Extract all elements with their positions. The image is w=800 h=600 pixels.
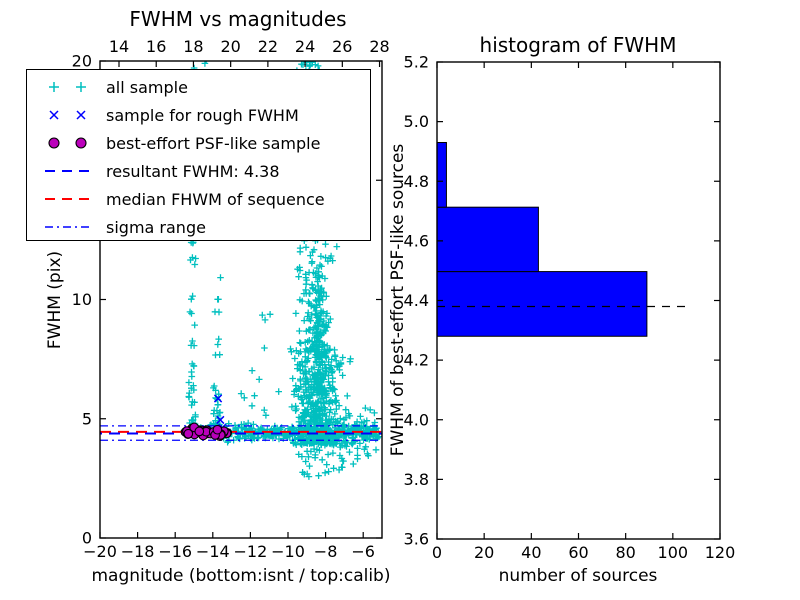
legend-item-label: resultant FWHM: 4.38	[106, 161, 280, 181]
top-x-tick-label: 16	[146, 37, 166, 56]
y-tick-label: 3.6	[404, 530, 429, 549]
y-tick-label: 4.0	[404, 410, 429, 429]
right-plot-ylabel: FWHM of best-effort PSF-like sources	[388, 144, 408, 457]
top-x-tick-label: 26	[332, 37, 352, 56]
legend-item-label: sample for rough FWHM	[106, 105, 299, 125]
x-tick-label: 60	[568, 543, 588, 562]
y-tick-label: 5.0	[404, 112, 429, 131]
left-plot-ylabel: FWHM (pix)	[45, 251, 65, 349]
x-tick-label: 40	[521, 543, 541, 562]
legend: all sample sample for rough FWHM best-effo…	[26, 69, 371, 241]
scatter-area	[100, 61, 382, 480]
x-tick-label: 20	[474, 543, 494, 562]
legend-dashed-marker-icon	[45, 170, 91, 172]
psf-sample-point	[183, 428, 194, 439]
top-x-tick-label: 18	[183, 37, 203, 56]
y-tick-label: 4.8	[404, 172, 429, 191]
y-tick-label: 5	[82, 409, 92, 428]
top-x-tick-label: 22	[258, 37, 278, 56]
x-tick-label: 0	[432, 543, 442, 562]
psf-sample-point	[194, 426, 205, 437]
left-plot-title: FWHM vs magnitudes	[129, 7, 346, 31]
y-tick-label: 0	[82, 529, 92, 548]
left-plot-xlabel: magnitude (bottom:isnt / top:calib)	[92, 566, 391, 586]
x-tick-label: −18	[121, 542, 155, 561]
legend-item-label: median FHWM of sequence	[106, 189, 325, 209]
legend-dashed-marker-icon	[45, 198, 91, 200]
histogram-bar	[437, 271, 648, 337]
legend-circle-marker-icon	[48, 137, 87, 149]
legend-dashdot-marker-icon	[45, 226, 91, 228]
legend-item-label: sigma range	[106, 217, 206, 237]
psf-sample-point	[212, 424, 223, 435]
y-tick-label: 5.2	[404, 53, 429, 72]
right-plot-title: histogram of FWHM	[480, 33, 677, 57]
legend-x-marker-icon	[49, 110, 86, 120]
right-plot-xlabel: number of sources	[499, 566, 658, 586]
x-tick-label: −10	[271, 542, 305, 561]
x-tick-label: −8	[314, 542, 338, 561]
x-tick-label: 120	[705, 543, 736, 562]
top-x-tick-label: 24	[295, 37, 315, 56]
left-plot-ticks: −20 −18 −16 −14 −12 −10 −8 −6 14 16 18 20 22 24 26 28 0 5…	[72, 37, 390, 561]
histogram-bar	[437, 141, 447, 208]
legend-item: sigma range	[27, 213, 370, 241]
left-plot: −20 −18 −16 −14 −12 −10 −8 −6 14 16 18 20 22 24 26 28 0 5…	[72, 37, 390, 561]
y-tick-label: 4.4	[404, 291, 429, 310]
top-x-tick-label: 20	[220, 37, 240, 56]
legend-item: resultant FWHM: 4.38	[27, 157, 370, 185]
top-x-tick-label: 28	[369, 37, 389, 56]
y-tick-label: 4.2	[404, 351, 429, 370]
x-tick-label: −12	[234, 542, 268, 561]
right-plot-ticks: 0 20 40 60 80 100 120 3.6 3.8 4.0 4.2 4.4 4.6 4.8 5.0 5…	[404, 53, 736, 563]
y-tick-label: 4.6	[404, 231, 429, 250]
scatter-psf-like-sample	[180, 422, 233, 442]
x-tick-label: −16	[158, 542, 192, 561]
x-tick-label: −20	[83, 542, 117, 561]
y-tick-label: 10	[72, 290, 92, 309]
legend-item: all sample	[27, 73, 370, 101]
y-tick-label: 3.8	[404, 470, 429, 489]
x-tick-label: 80	[615, 543, 635, 562]
legend-item: sample for rough FWHM	[27, 101, 370, 129]
top-x-tick-label: 14	[109, 37, 129, 56]
histogram-bars	[437, 141, 690, 337]
x-tick-label: −6	[351, 542, 375, 561]
y-tick-label: 20	[72, 52, 92, 71]
x-tick-label: 100	[658, 543, 689, 562]
histogram-bar	[437, 206, 539, 273]
legend-item: best-effort PSF-like sample	[27, 129, 370, 157]
legend-item-label: best-effort PSF-like sample	[106, 133, 321, 153]
legend-item: median FHWM of sequence	[27, 185, 370, 213]
legend-item-label: all sample	[106, 77, 188, 97]
right-plot: 0 20 40 60 80 100 120 3.6 3.8 4.0 4.2 4.4 4.6 4.8 5.0 5…	[404, 53, 736, 563]
x-tick-label: −14	[196, 542, 230, 561]
legend-plus-marker-icon	[49, 82, 86, 92]
